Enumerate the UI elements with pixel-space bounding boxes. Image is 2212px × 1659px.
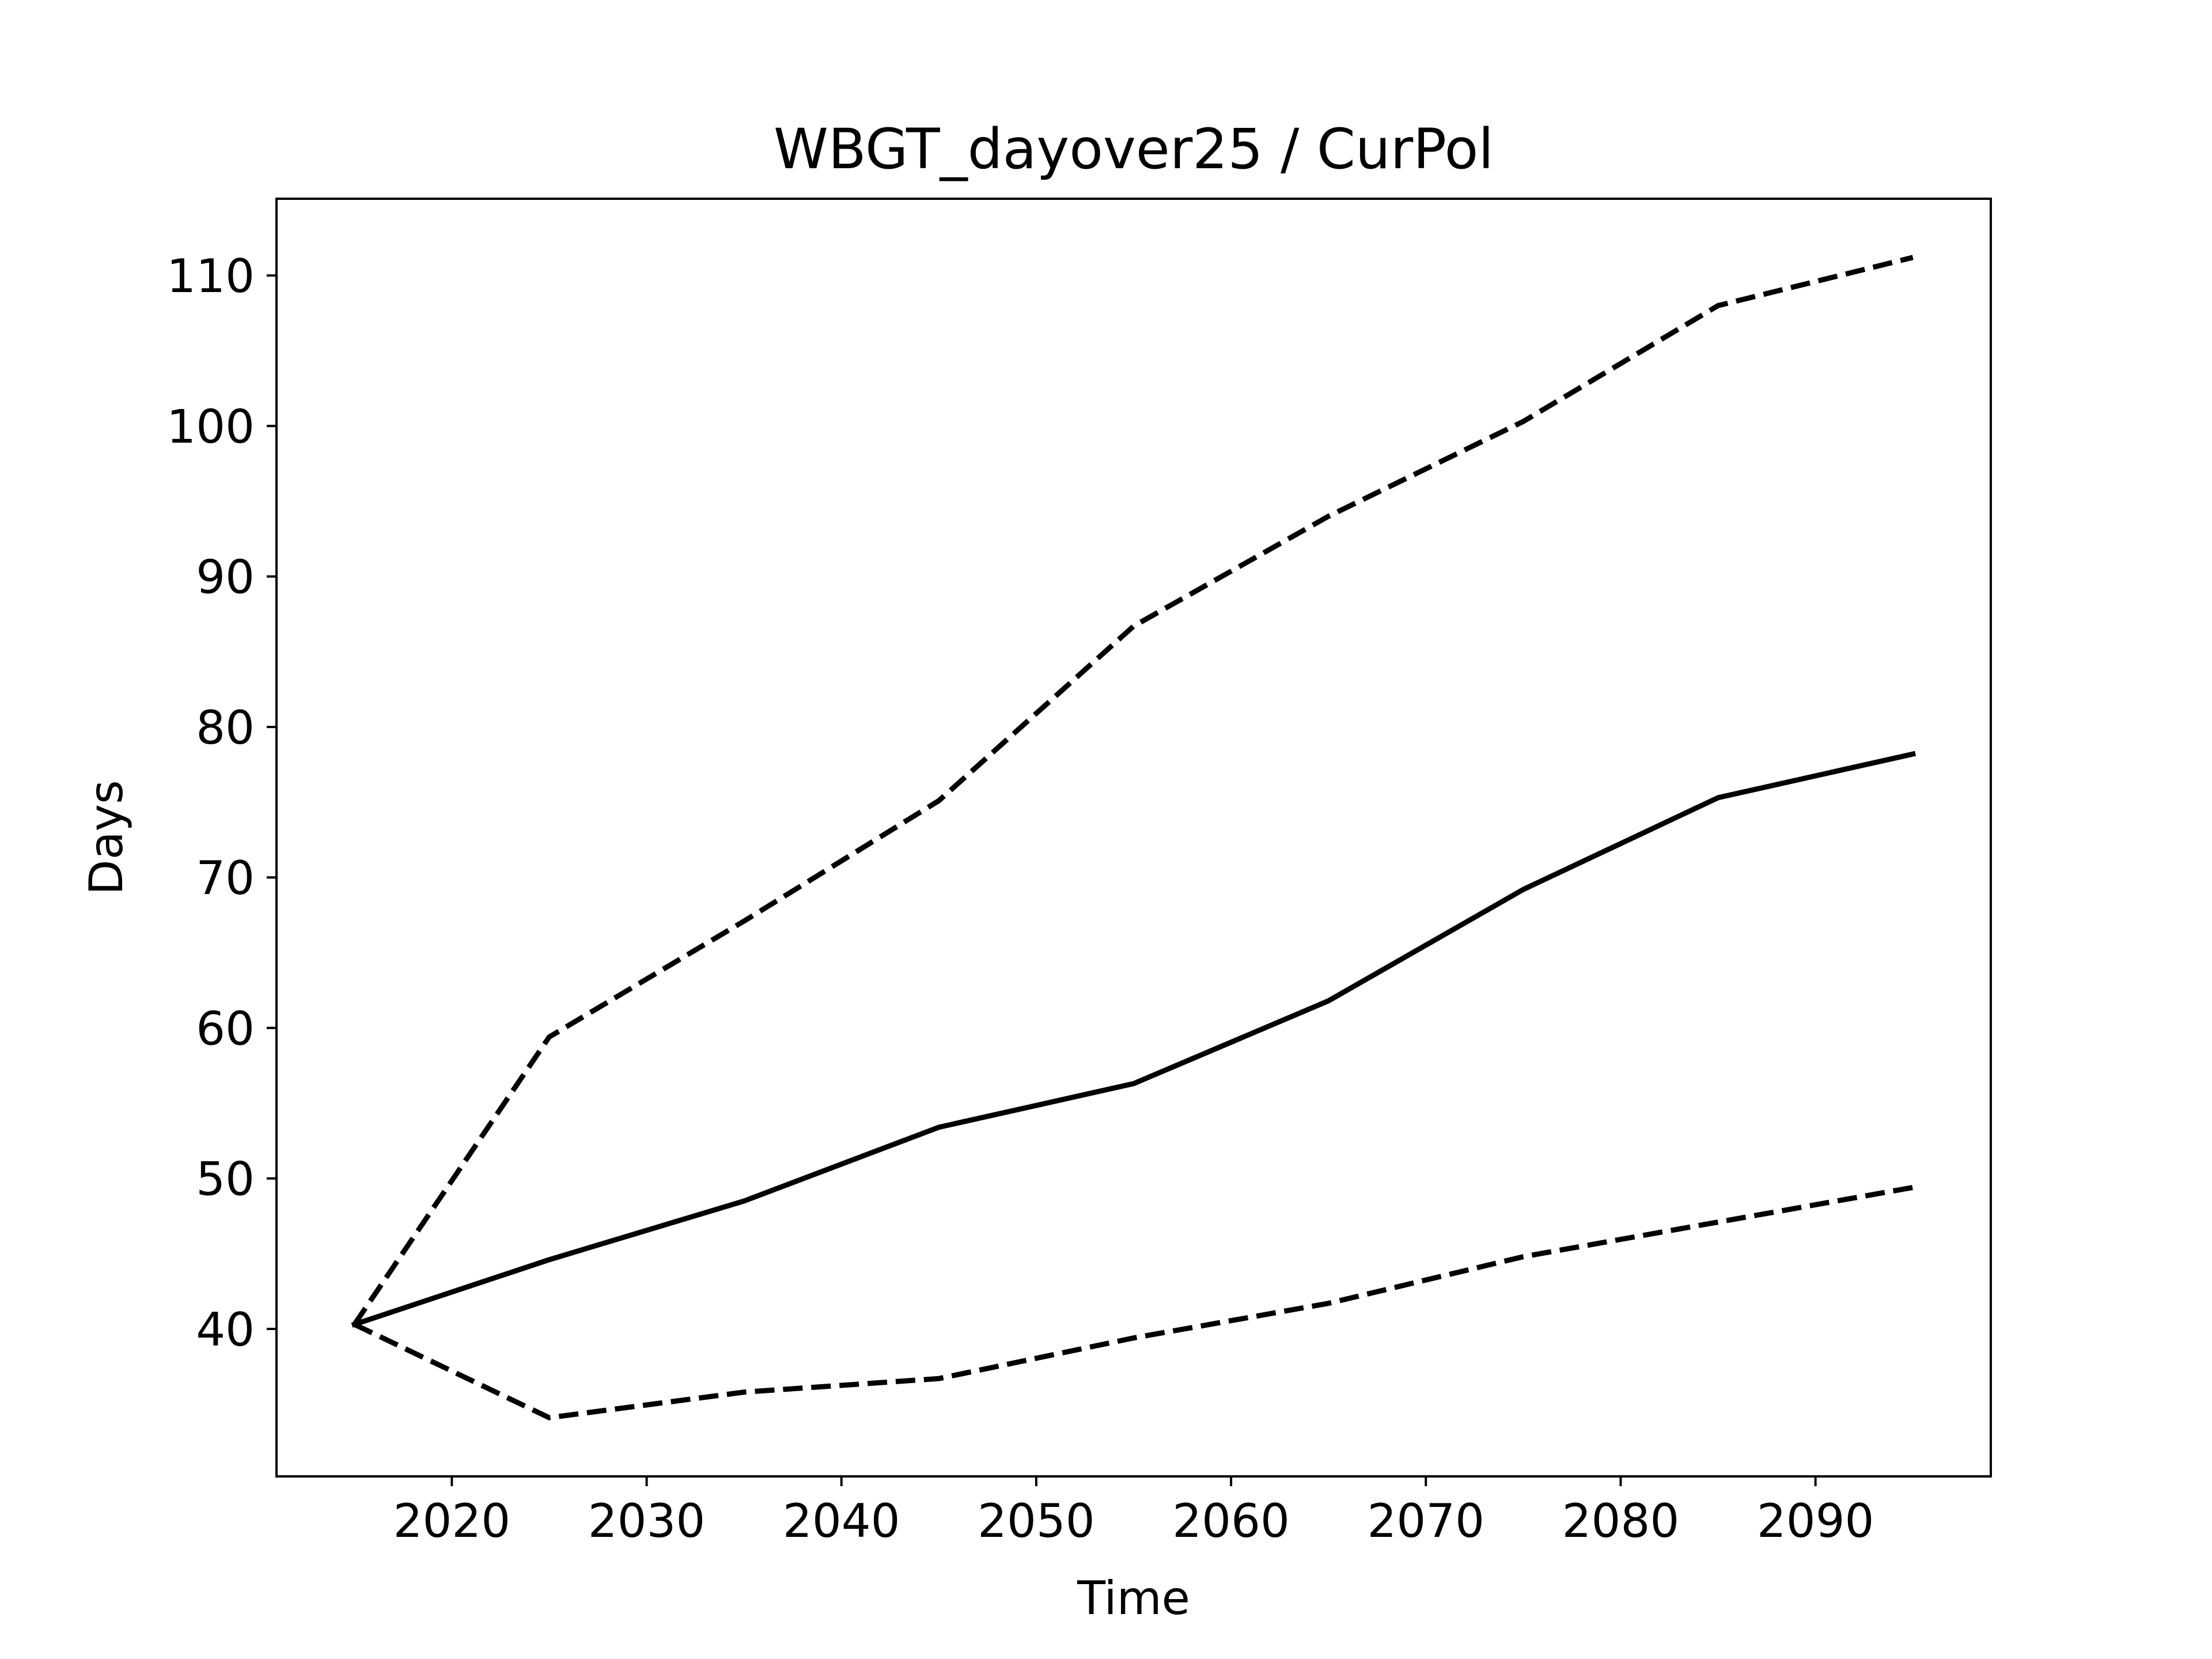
x-tick-label: 2080 xyxy=(1562,1494,1680,1548)
y-tick-label: 80 xyxy=(196,701,255,755)
series-line-1 xyxy=(352,255,1914,1326)
series-line-2 xyxy=(351,751,1916,1328)
series-layer xyxy=(351,255,1916,1421)
y-tick-label: 110 xyxy=(166,249,255,303)
x-axis-ticks: 2020 2030 2040 2050 2060 2070 2080 2090 xyxy=(393,1476,1874,1548)
y-axis-label: Days xyxy=(79,780,133,895)
chart-title: WBGT_dayover25 / CurPol xyxy=(774,117,1494,181)
series-line-3 xyxy=(353,1184,1914,1421)
x-tick-label: 2040 xyxy=(783,1494,900,1548)
y-tick-label: 50 xyxy=(196,1153,255,1206)
x-tick-label: 2050 xyxy=(978,1494,1095,1548)
plot-frame xyxy=(275,198,1992,1478)
y-tick-label: 100 xyxy=(166,400,255,453)
y-axis-ticks: 40 50 60 70 80 90 100 110 xyxy=(166,249,276,1357)
y-tick-label: 60 xyxy=(196,1002,255,1055)
x-tick-label: 2020 xyxy=(393,1494,511,1548)
x-tick-label: 2030 xyxy=(588,1494,706,1548)
x-tick-label: 2090 xyxy=(1757,1494,1874,1548)
x-axis-label: Time xyxy=(1077,1571,1190,1625)
y-tick-label: 90 xyxy=(196,551,255,604)
y-tick-label: 70 xyxy=(196,851,255,905)
x-tick-label: 2060 xyxy=(1172,1494,1290,1548)
y-tick-label: 40 xyxy=(196,1303,255,1357)
x-tick-label: 2070 xyxy=(1367,1494,1484,1548)
